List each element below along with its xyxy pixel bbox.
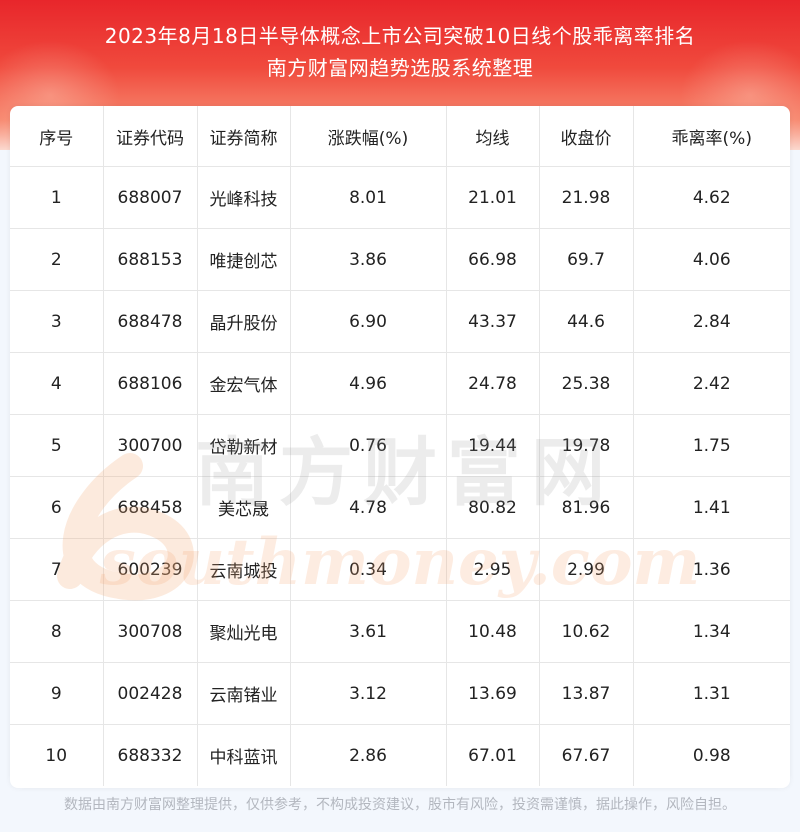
table-row: 6 688458 美芯晟 4.78 80.82 81.96 1.41 <box>10 476 790 539</box>
cell-code: 688007 <box>103 166 198 229</box>
cell-name: 美芯晟 <box>197 476 291 539</box>
cell-code: 688478 <box>103 290 198 353</box>
title-line-2: 南方财富网趋势选股系统整理 <box>266 56 534 80</box>
cell-change: 4.96 <box>290 352 447 415</box>
cell-bias: 1.34 <box>633 600 790 663</box>
cell-code: 002428 <box>103 662 198 725</box>
cell-ma: 24.78 <box>446 352 540 415</box>
cell-code: 688458 <box>103 476 198 539</box>
disclaimer-text: 数据由南方财富网整理提供，仅供参考，不构成投资建议，股市有风险，投资需谨慎，据此… <box>64 797 736 813</box>
table-row: 2 688153 唯捷创芯 3.86 66.98 69.7 4.06 <box>10 228 790 291</box>
cell-name: 中科蓝讯 <box>197 724 291 786</box>
ranking-table: 序号 证券代码 证券简称 涨跌幅(%) 均线 收盘价 乖离率(%) 1 6880… <box>10 106 790 786</box>
cell-ma: 19.44 <box>446 414 540 477</box>
col-header-bias: 乖离率(%) <box>633 106 790 167</box>
cell-close: 2.99 <box>539 538 634 601</box>
cell-rank: 4 <box>10 352 104 415</box>
cell-ma: 80.82 <box>446 476 540 539</box>
cell-change: 6.90 <box>290 290 447 353</box>
table-row: 7 600239 云南城投 0.34 2.95 2.99 1.36 <box>10 538 790 601</box>
table-row: 5 300700 岱勒新材 0.76 19.44 19.78 1.75 <box>10 414 790 477</box>
cell-ma: 13.69 <box>446 662 540 725</box>
cell-name: 唯捷创芯 <box>197 228 291 291</box>
cell-name: 金宏气体 <box>197 352 291 415</box>
cell-ma: 2.95 <box>446 538 540 601</box>
cell-code: 300708 <box>103 600 198 663</box>
cell-close: 10.62 <box>539 600 634 663</box>
cell-name: 云南锗业 <box>197 662 291 725</box>
col-header-name: 证券简称 <box>197 106 291 167</box>
cell-name: 聚灿光电 <box>197 600 291 663</box>
cell-rank: 10 <box>10 724 104 786</box>
cell-bias: 0.98 <box>692 745 731 766</box>
cell-rank: 7 <box>10 538 104 601</box>
cell-code: 600239 <box>103 538 198 601</box>
cell-bias: 1.36 <box>633 538 790 601</box>
table-row: 10 688332 中科蓝讯 2.86 67.01 67.67 0.98 <box>10 724 790 786</box>
cell-change: 2.86 <box>290 724 447 786</box>
col-header-change: 涨跌幅(%) <box>290 106 447 167</box>
cell-change: 0.34 <box>290 538 447 601</box>
cell-bias: 2.42 <box>633 352 790 415</box>
cell-close: 13.87 <box>539 662 634 725</box>
cell-close: 19.78 <box>539 414 634 477</box>
ranking-table-card: 序号 证券代码 证券简称 涨跌幅(%) 均线 收盘价 乖离率(%) 1 6880… <box>10 106 790 788</box>
cell-close: 81.96 <box>539 476 634 539</box>
col-header-close: 收盘价 <box>539 106 634 167</box>
col-header-rank: 序号 <box>10 106 104 167</box>
cell-ma: 43.37 <box>446 290 540 353</box>
cell-rank: 5 <box>10 414 104 477</box>
cell-change: 8.01 <box>290 166 447 229</box>
cell-ma: 67.01 <box>446 724 540 786</box>
col-header-code: 证券代码 <box>103 106 198 167</box>
cell-ma: 10.48 <box>446 600 540 663</box>
table-row: 3 688478 晶升股份 6.90 43.37 44.6 2.84 <box>10 290 790 353</box>
cell-close: 21.98 <box>539 166 634 229</box>
title-line-1: 2023年8月18日半导体概念上市公司突破10日线个股乖离率排名 <box>104 24 696 48</box>
cell-rank: 8 <box>10 600 104 663</box>
cell-name: 岱勒新材 <box>197 414 291 477</box>
cell-change: 0.76 <box>290 414 447 477</box>
cell-close: 44.6 <box>539 290 634 353</box>
cell-ma: 21.01 <box>446 166 540 229</box>
table-row: 9 002428 云南锗业 3.12 13.69 13.87 1.31 <box>10 662 790 725</box>
cell-close: 25.38 <box>539 352 634 415</box>
cell-rank: 3 <box>10 290 104 353</box>
cell-code: 688153 <box>103 228 198 291</box>
cell-bias: 1.31 <box>633 662 790 725</box>
cell-name: 云南城投 <box>197 538 291 601</box>
cell-bias: 1.75 <box>633 414 790 477</box>
cell-change: 3.86 <box>290 228 447 291</box>
cell-change: 3.12 <box>290 662 447 725</box>
cell-name: 光峰科技 <box>197 166 291 229</box>
cell-name: 晶升股份 <box>197 290 291 353</box>
cell-bias: 2.84 <box>633 290 790 353</box>
cell-close: 67.67 <box>539 724 634 786</box>
cell-bias: 1.41 <box>633 476 790 539</box>
table-row: 1 688007 光峰科技 8.01 21.01 21.98 4.62 <box>10 166 790 229</box>
cell-rank: 2 <box>10 228 104 291</box>
cell-bias: 4.06 <box>633 228 790 291</box>
table-row: 4 688106 金宏气体 4.96 24.78 25.38 2.42 <box>10 352 790 415</box>
cell-ma: 66.98 <box>446 228 540 291</box>
cell-rank: 1 <box>10 166 104 229</box>
cell-code: 300700 <box>103 414 198 477</box>
page-title: 2023年8月18日半导体概念上市公司突破10日线个股乖离率排名 南方财富网趋势… <box>0 20 800 84</box>
cell-bias: 4.62 <box>633 166 790 229</box>
cell-change: 4.78 <box>290 476 447 539</box>
cell-change: 3.61 <box>290 600 447 663</box>
cell-code: 688332 <box>103 724 198 786</box>
cell-close: 69.7 <box>539 228 634 291</box>
cell-code: 688106 <box>103 352 198 415</box>
cell-rank: 9 <box>10 662 104 725</box>
cell-rank: 6 <box>10 476 104 539</box>
col-header-ma: 均线 <box>446 106 540 167</box>
table-header-row: 序号 证券代码 证券简称 涨跌幅(%) 均线 收盘价 乖离率(%) <box>10 106 790 167</box>
table-row: 8 300708 聚灿光电 3.61 10.48 10.62 1.34 <box>10 600 790 663</box>
